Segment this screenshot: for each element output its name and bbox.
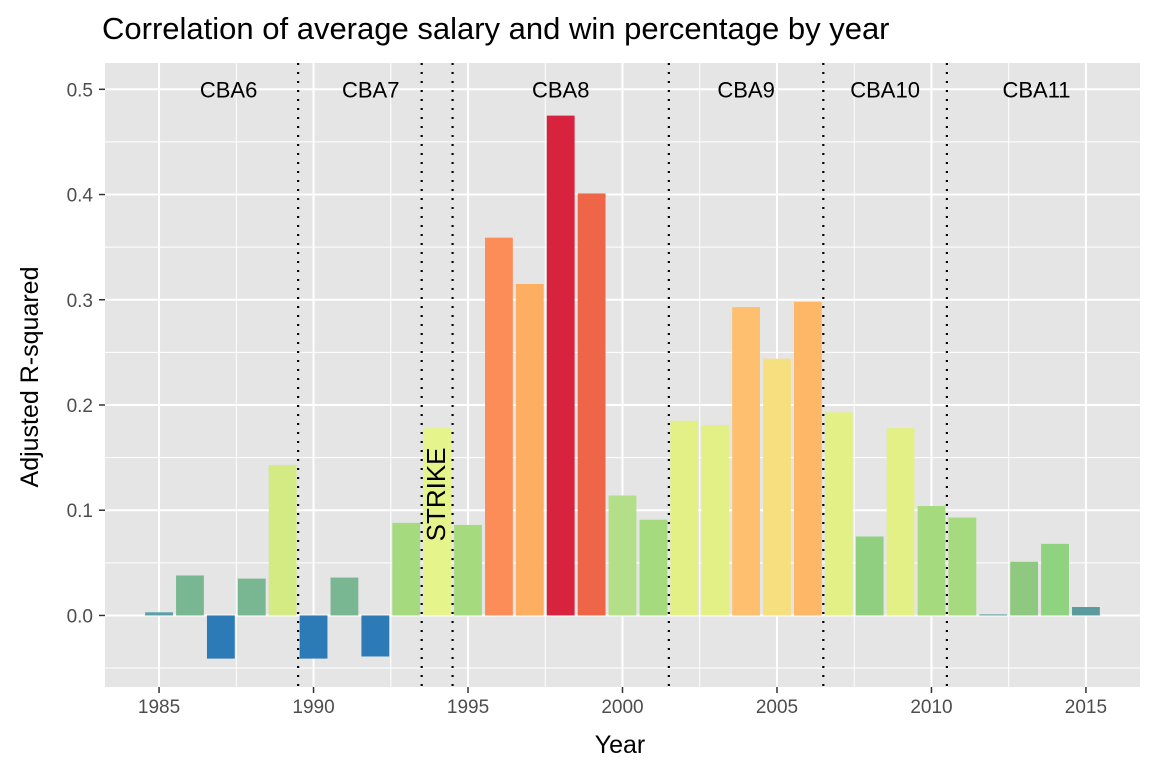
x-tick-label: 1995: [447, 697, 489, 718]
bar-2003: [701, 424, 730, 616]
annotation-cba8: CBA8: [532, 77, 589, 102]
annotation-strike: STRIKE: [421, 447, 451, 541]
bar-2001: [639, 519, 668, 616]
y-tick-label: 0.4: [67, 186, 94, 207]
bar-2005: [763, 358, 791, 616]
bar-2004: [732, 307, 760, 616]
bar-2014: [1041, 543, 1069, 616]
x-tick-label: 1985: [138, 697, 180, 718]
bar-1998: [546, 115, 575, 616]
bar-1986: [176, 575, 204, 616]
bar-1997: [515, 283, 544, 616]
chart-title: Correlation of average salary and win pe…: [102, 11, 890, 46]
x-tick-label: 2010: [910, 697, 952, 718]
annotation-cba11: CBA11: [1002, 77, 1070, 102]
bar-1990: [299, 615, 328, 659]
y-tick-label: 0.5: [67, 80, 93, 101]
bar-1987: [206, 615, 235, 659]
bar-1989: [268, 464, 297, 616]
bar-1991: [330, 577, 359, 616]
bar-2002: [670, 420, 699, 616]
y-tick-label: 0.0: [67, 606, 93, 627]
bar-2012: [979, 614, 1008, 616]
x-tick-label: 2005: [756, 697, 798, 718]
annotation-cba10: CBA10: [850, 77, 920, 102]
bar-1993: [392, 522, 421, 616]
bar-2010: [917, 506, 946, 616]
bar-2013: [1010, 561, 1039, 616]
bar-1995: [454, 524, 482, 616]
annotation-cba7: CBA7: [342, 77, 399, 102]
bar-2006: [793, 301, 822, 616]
y-axis-title: Adjusted R-squared: [16, 267, 44, 488]
bar-2009: [886, 428, 915, 616]
annotation-cba6: CBA6: [200, 77, 257, 102]
annotation-cba9: CBA9: [717, 77, 774, 102]
bar-2015: [1072, 607, 1100, 616]
bar-1988: [237, 578, 266, 616]
y-tick-label: 0.2: [67, 396, 93, 417]
x-axis-title: Year: [595, 731, 646, 759]
y-tick-label: 0.1: [67, 501, 93, 522]
x-axis: 1985 1990 1995 2000 2005 2010 2015: [138, 687, 1107, 718]
bar-1996: [485, 237, 513, 616]
y-axis: 0.0 0.1 0.2 0.3 0.4 0.5: [67, 80, 105, 627]
bar-1999: [577, 193, 606, 616]
era-annotations: CBA6 CBA7 CBA8 CBA9 CBA10 CBA11 STRIKE: [200, 77, 1071, 541]
bar-1992: [361, 615, 390, 657]
bars: [145, 115, 1100, 659]
bar-2008: [855, 536, 884, 616]
bar-2000: [608, 495, 637, 616]
bar-2007: [824, 412, 853, 616]
bar-1985: [145, 612, 173, 616]
x-tick-label: 1990: [292, 697, 334, 718]
y-tick-label: 0.3: [67, 291, 93, 312]
x-tick-label: 2015: [1065, 697, 1107, 718]
x-tick-label: 2000: [601, 697, 643, 718]
bar-2011: [948, 517, 977, 616]
bar-1994: [423, 428, 452, 616]
